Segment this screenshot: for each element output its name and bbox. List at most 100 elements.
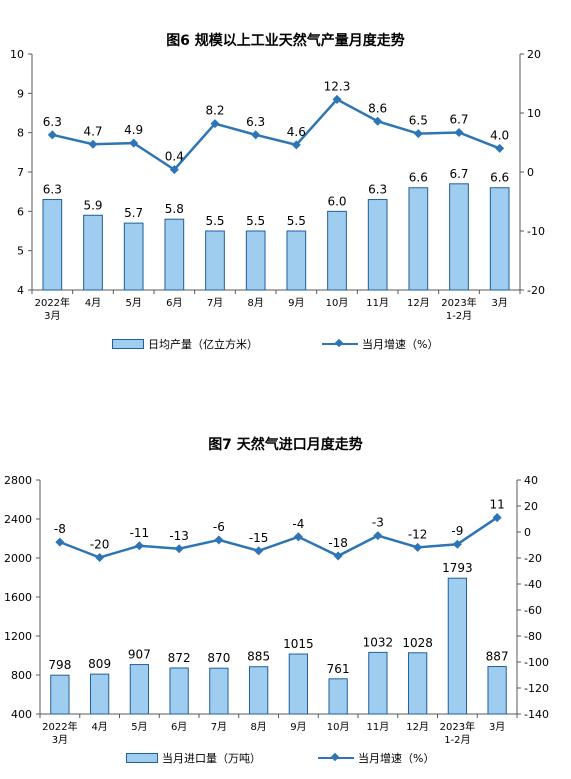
growth-point [293,532,303,542]
left-tick-label: 4 [17,284,24,297]
x-tick-label: 5月 [125,297,141,309]
bar [449,183,469,291]
bar [489,187,510,291]
x-tick-label: 1-2月 [446,310,472,322]
growth-point [454,127,464,137]
growth-point [333,551,343,561]
bar [209,667,229,715]
growth-value-label: 4.9 [124,123,143,137]
chart-title: 图6 规模以上工业天然气产量月度走势 [166,33,405,49]
bar-value-label: 1793 [442,561,473,575]
right-tick-label: -40 [524,578,542,591]
bar [487,666,507,715]
x-tick-label: 8月 [247,297,263,309]
bar [286,230,307,291]
x-tick-label: 12月 [407,297,430,309]
growth-value-label: 8.6 [368,101,387,115]
x-tick-label: 3月 [491,297,507,309]
bar [169,667,189,715]
bar [83,214,103,291]
right-tick-label: 40 [524,474,538,487]
growth-line [52,97,501,172]
bar [447,577,468,715]
bar-value-label: 5.8 [165,202,184,216]
bar [327,210,347,291]
legend-line-swatch [318,753,354,763]
growth-point [210,119,220,129]
right-tick-label: 0 [527,166,534,179]
right-tick-label: 0 [524,526,531,539]
growth-value-label: -3 [372,516,384,530]
left-tick-label: 800 [11,669,32,682]
bar [245,230,266,291]
right-tick-label: -60 [524,604,542,617]
growth-point [373,531,383,541]
growth-point [251,130,261,140]
bar [129,664,150,715]
right-tick-label: -10 [527,225,545,238]
x-tick-label: 4月 [91,721,107,733]
left-tick-label: 1600 [4,591,32,604]
bar [164,218,185,291]
growth-point [373,116,383,126]
growth-value-label: -9 [451,524,463,538]
x-tick-label: 11月 [367,721,390,733]
growth-point [134,541,144,551]
left-tick-label: 2400 [4,513,32,526]
import-chart: 图7 天然气进口月度走势 400 800 1200 1600 2000 2400 2800-… [0,420,571,779]
left-tick-label: 8 [17,127,24,140]
legend-label: 当月增速（%） [358,752,435,765]
bar-value-label: 809 [88,657,111,671]
growth-value-label: 4.7 [83,124,102,138]
bar-value-label: 5.5 [205,214,224,228]
growth-line [59,516,498,559]
growth-value-label: 4.0 [490,128,509,142]
growth-value-label: -6 [213,520,225,534]
x-tick-label: 6月 [171,721,187,733]
x-tick-label: 11月 [366,297,389,309]
legend-label: 当月进口量（万吨） [162,752,261,765]
left-tick-label: 400 [11,708,32,721]
bar [367,199,388,291]
bar-value-label: 5.5 [287,214,306,228]
x-tick-label: 8月 [250,721,266,733]
growth-point [214,535,224,545]
production-chart: 图6 规模以上工业天然气产量月度走势 4 5 6 7 8 9 10 -20 -10 0 10 20 20… [0,0,571,372]
x-tick-label: 2022年 [42,720,77,733]
right-tick-label: -120 [524,682,549,695]
growth-point [95,552,105,563]
growth-point [254,546,264,556]
growth-point [452,539,462,549]
right-tick-label: -20 [524,552,542,565]
left-tick-label: 2000 [4,552,32,565]
bar [368,651,388,715]
x-tick-label: 10月 [327,721,350,733]
x-tick-label: 9月 [290,721,306,733]
right-tick-label: -140 [524,708,549,721]
growth-value-label: 4.6 [287,125,306,139]
x-tick-label: 2023年 [441,296,476,309]
bar [248,666,269,715]
bar-value-label: 6.6 [490,171,509,185]
growth-value-label: -12 [408,527,428,541]
bar-value-label: 907 [128,648,151,662]
legend-bar-swatch [112,339,144,349]
right-tick-label: -100 [524,656,549,669]
bar [407,652,428,715]
growth-point [169,165,179,175]
growth-value-label: -18 [328,536,348,550]
growth-point [413,542,423,552]
x-tick-label: 3月 [489,721,505,733]
bar [42,199,63,291]
growth-value-label: 6.3 [246,115,265,129]
growth-value-label: 11 [489,498,504,512]
x-tick-label: 4月 [85,297,101,309]
bar [205,230,225,291]
bar-value-label: 6.6 [409,171,428,185]
legend-item-line: 当月增速（%） [318,750,434,766]
legend-label: 当月增速（%） [362,338,439,351]
x-tick-label: 6月 [166,297,182,309]
bar [408,187,429,291]
left-tick-label: 2800 [4,474,32,487]
bar [288,653,309,715]
